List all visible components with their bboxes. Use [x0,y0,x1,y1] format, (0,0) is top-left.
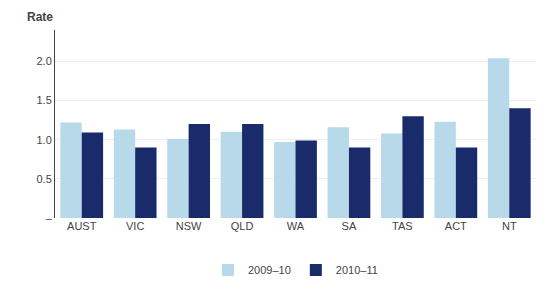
svg-text:VIC: VIC [126,220,144,232]
svg-text:Rate: Rate [27,10,53,24]
svg-text:2.0: 2.0 [37,55,52,67]
svg-text:2009–10: 2009–10 [248,264,291,276]
svg-text:0.5: 0.5 [37,173,52,185]
svg-text:AUST: AUST [67,220,97,232]
svg-text:ACT: ACT [445,220,467,232]
svg-text:2010–11: 2010–11 [336,264,378,276]
svg-text:TAS: TAS [392,220,413,232]
svg-text:QLD: QLD [231,220,254,232]
svg-text:1.5: 1.5 [37,94,52,106]
svg-text:SA: SA [342,220,357,232]
svg-text:NSW: NSW [176,220,202,232]
svg-text:1.0: 1.0 [37,134,52,146]
svg-text:NT: NT [502,220,517,232]
svg-text:WA: WA [287,220,305,232]
svg-text:–: – [46,212,53,224]
